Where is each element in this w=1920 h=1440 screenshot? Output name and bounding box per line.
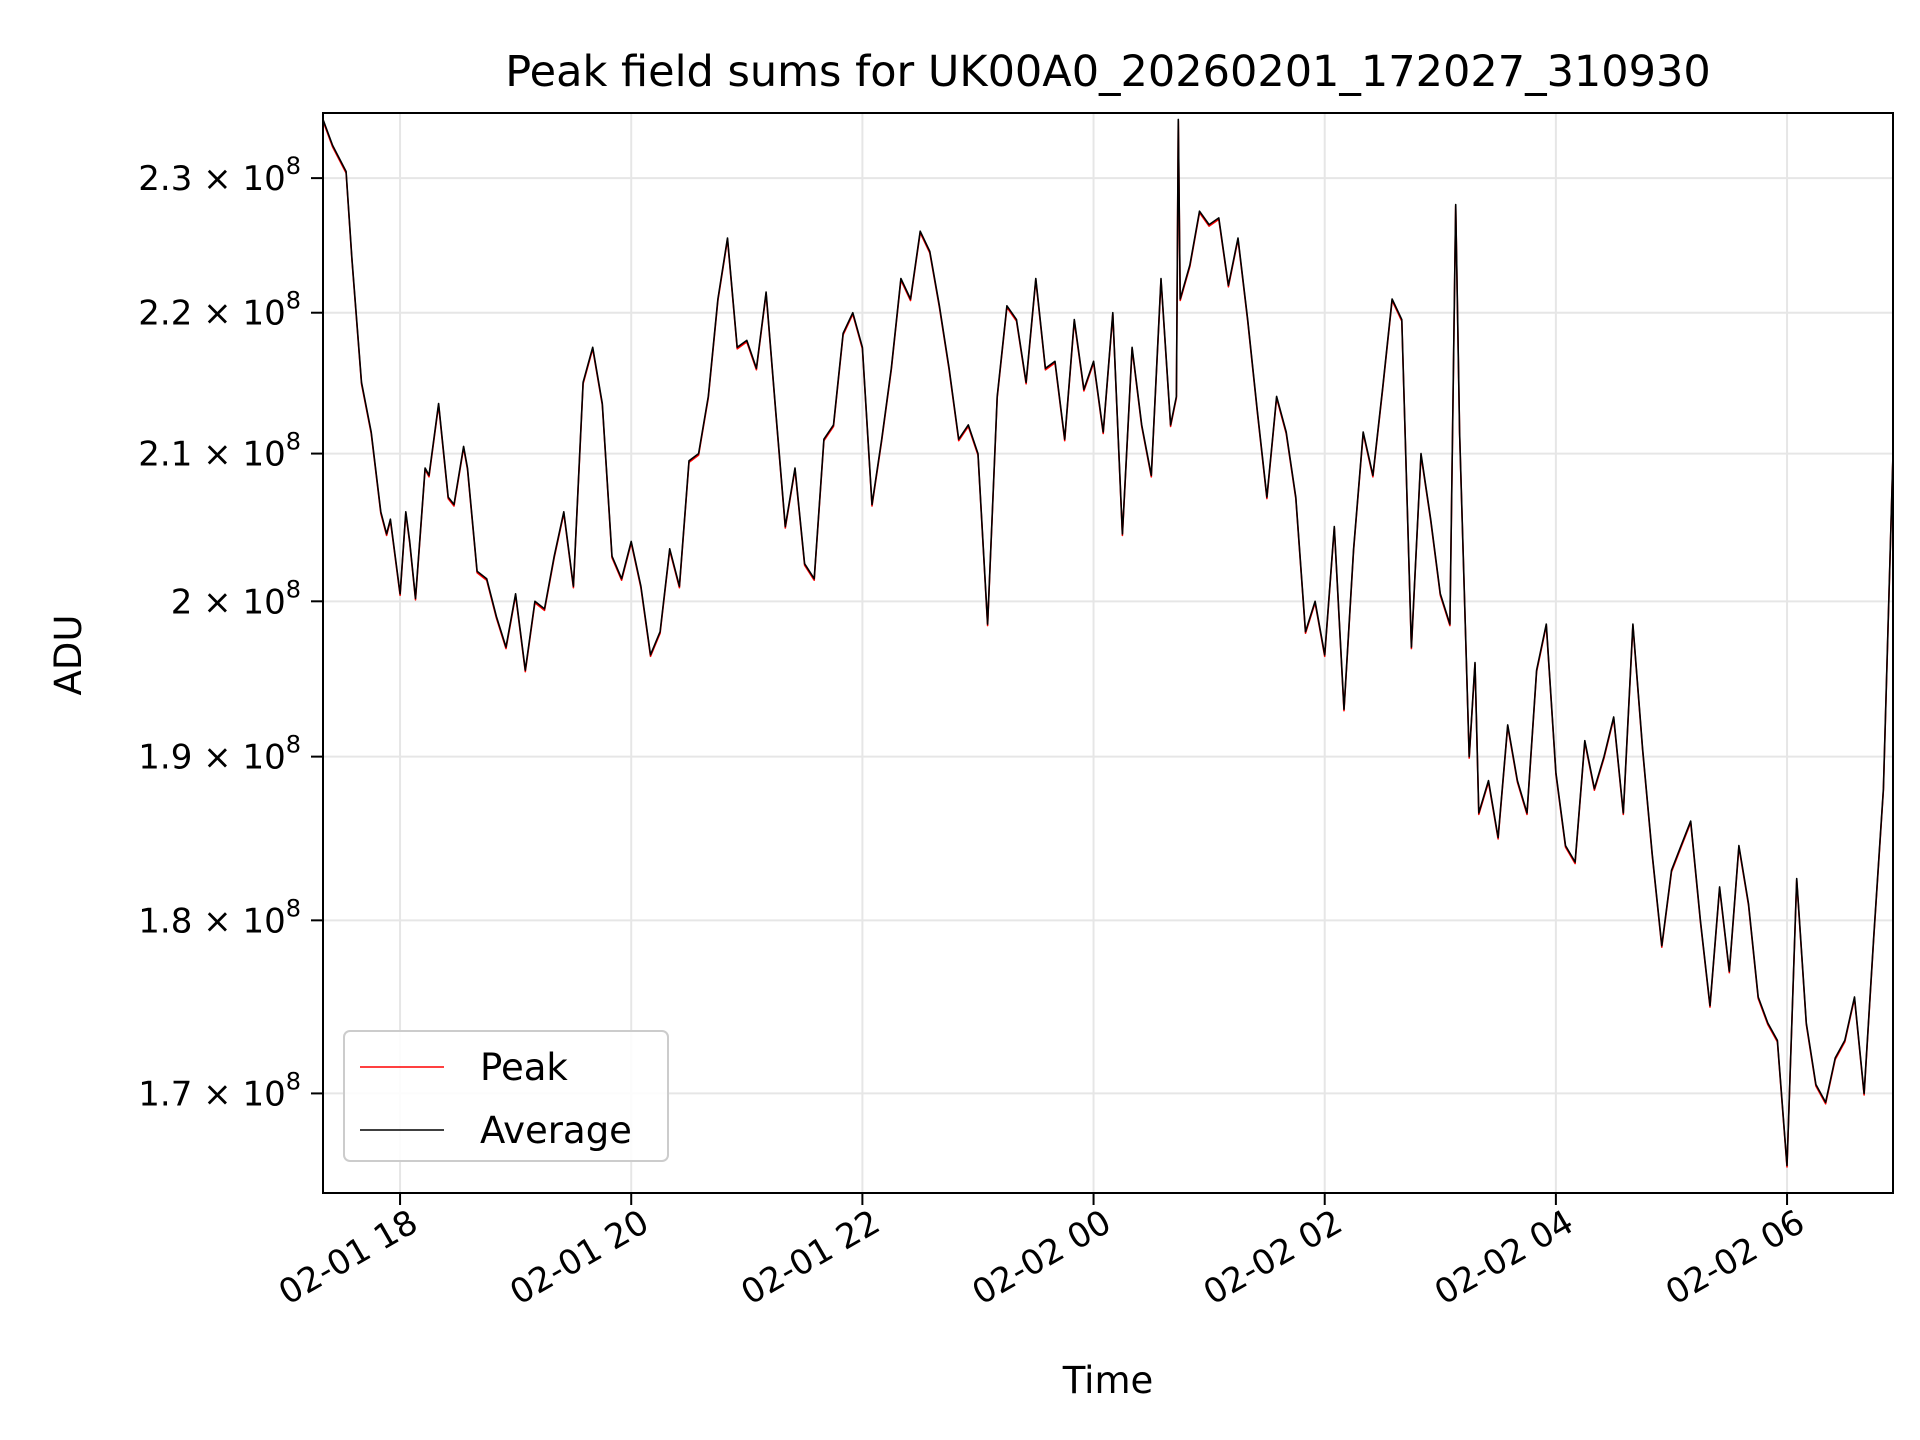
- series-layer: [323, 118, 1893, 1168]
- y-tick-mantissa: 1.8: [138, 901, 192, 941]
- legend-average-label: Average: [480, 1109, 632, 1152]
- y-tick-multiplier: × 10: [192, 294, 285, 334]
- y-tick-multiplier: × 10: [192, 582, 285, 622]
- y-tick-mantissa: 2.2: [138, 294, 192, 334]
- y-tick-exponent: 8: [286, 575, 301, 603]
- y-tick-multiplier: × 10: [192, 738, 285, 778]
- chart-title: Peak field sums for UK00A0_20260201_1720…: [505, 47, 1710, 97]
- series-peak-line: [323, 120, 1893, 1168]
- x-tick-label: 02-01 20: [503, 1202, 655, 1313]
- x-axis-ticks: 02-01 18 02-01 20 02-01 22 02-02 00 02-02 02…: [272, 1193, 1812, 1313]
- y-tick-multiplier: × 10: [192, 159, 285, 199]
- legend-peak-label: Peak: [480, 1046, 568, 1089]
- legend-box: [343, 1030, 669, 1162]
- y-tick-exponent: 8: [286, 287, 301, 315]
- x-tick-label: 02-02 00: [966, 1202, 1118, 1313]
- y-tick-label: 1.7 × 108: [138, 1067, 301, 1114]
- x-tick-label: 02-02 04: [1428, 1202, 1580, 1313]
- x-axis-label: Time: [1062, 1359, 1154, 1402]
- y-tick-exponent: 8: [286, 731, 301, 759]
- y-tick-mantissa: 1.9: [138, 738, 192, 778]
- y-axis-label: ADU: [47, 615, 90, 696]
- y-tick-label: 1.9 × 108: [138, 731, 301, 778]
- plot-frame: [322, 112, 1894, 1194]
- x-tick-label: 02-01 22: [734, 1202, 886, 1313]
- x-tick-label: 02-02 02: [1197, 1202, 1349, 1313]
- y-tick-mantissa: 2: [171, 582, 193, 622]
- y-tick-label: 1.8 × 108: [138, 894, 301, 941]
- y-tick-mantissa: 2.3: [138, 159, 192, 199]
- y-tick-mantissa: 1.7: [138, 1074, 192, 1114]
- legend: Peak Average: [343, 1030, 669, 1162]
- y-tick-multiplier: × 10: [192, 435, 285, 475]
- y-tick-label: 2.2 × 108: [138, 287, 301, 334]
- series-average-line: [323, 118, 1893, 1167]
- y-tick-multiplier: × 10: [192, 901, 285, 941]
- y-tick-exponent: 8: [286, 428, 301, 456]
- y-tick-exponent: 8: [286, 894, 301, 922]
- y-tick-label: 2.1 × 108: [138, 428, 301, 475]
- y-tick-mantissa: 2.1: [138, 435, 192, 475]
- y-tick-multiplier: × 10: [192, 1074, 285, 1114]
- y-tick-label: 2.3 × 108: [138, 152, 301, 199]
- x-tick-label: 02-01 18: [272, 1202, 424, 1313]
- y-tick-exponent: 8: [286, 152, 301, 180]
- y-tick-label: 2 × 108: [171, 575, 301, 622]
- x-tick-label: 02-02 06: [1659, 1202, 1811, 1313]
- y-tick-exponent: 8: [286, 1067, 301, 1095]
